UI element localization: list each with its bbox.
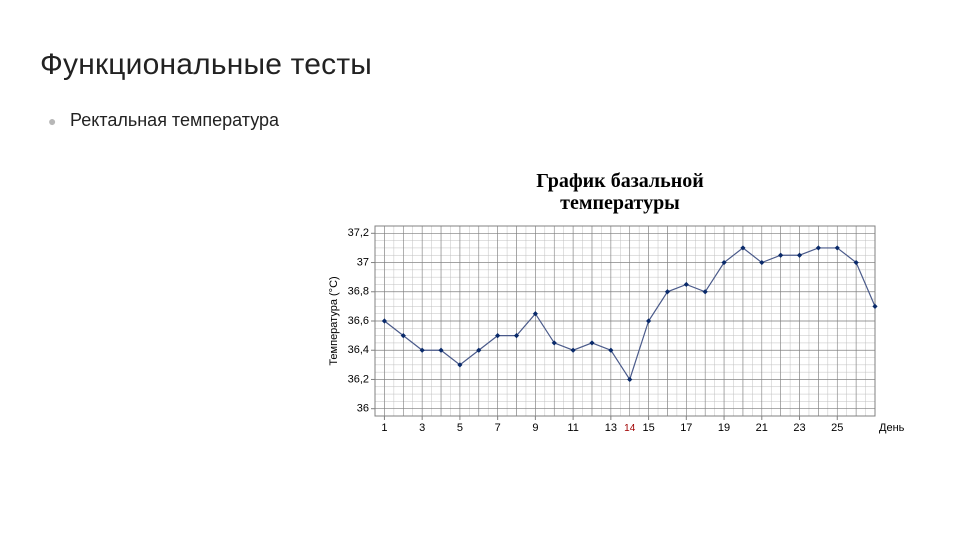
svg-text:36,4: 36,4 [348, 344, 369, 356]
svg-text:36,6: 36,6 [348, 315, 369, 327]
svg-text:15: 15 [642, 422, 654, 434]
chart-title-line1: График базальной [536, 170, 704, 192]
svg-text:25: 25 [831, 422, 843, 434]
svg-text:37,2: 37,2 [348, 227, 369, 239]
x-axis-label: День [879, 422, 905, 434]
svg-text:19: 19 [718, 422, 730, 434]
chart-title-line2: температуры [560, 192, 680, 214]
bullet-item-1: Ректальная температура [48, 110, 920, 131]
svg-text:23: 23 [793, 422, 805, 434]
line-chart: 3636,236,436,636,83737,21357911131517192… [320, 218, 920, 448]
svg-text:11: 11 [567, 422, 578, 434]
svg-text:7: 7 [495, 422, 501, 434]
slide: Функциональные тесты Ректальная температ… [0, 0, 960, 540]
chart-title: График базальной температуры [320, 170, 920, 214]
svg-text:3: 3 [419, 422, 425, 434]
svg-text:37: 37 [357, 256, 369, 268]
y-axis-label: Температура (°С) [328, 276, 340, 365]
ovulation-day-marker: 14 [624, 423, 636, 434]
page-title: Функциональные тесты [40, 48, 920, 82]
svg-text:36,8: 36,8 [348, 286, 369, 298]
svg-text:13: 13 [605, 422, 617, 434]
svg-text:9: 9 [532, 422, 538, 434]
svg-text:5: 5 [457, 422, 463, 434]
svg-text:21: 21 [756, 422, 768, 434]
chart-container: График базальной температуры 36 36,2 36,4 3… [320, 170, 920, 448]
svg-text:36: 36 [357, 403, 369, 415]
svg-text:1: 1 [381, 422, 387, 434]
bullet-list: Ректальная температура [48, 110, 920, 131]
svg-text:17: 17 [680, 422, 692, 434]
svg-text:36,2: 36,2 [348, 373, 369, 385]
